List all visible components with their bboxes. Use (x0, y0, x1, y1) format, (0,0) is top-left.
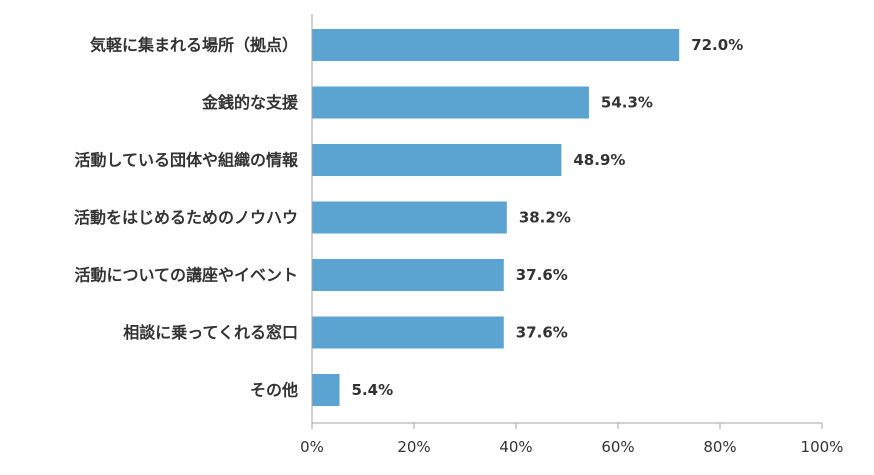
category-label: 活動している団体や組織の情報 (74, 151, 299, 170)
x-tick-label: 40% (499, 438, 532, 456)
category-label: 金銭的な支援 (201, 93, 299, 112)
bar (312, 259, 504, 291)
data-label: 38.2% (519, 209, 571, 227)
data-label: 72.0% (691, 36, 743, 54)
category-label: 活動をはじめるためのノウハウ (74, 208, 298, 227)
data-label: 48.9% (573, 151, 625, 169)
bar (312, 29, 680, 61)
bar (312, 201, 507, 234)
labels-layer: 気軽に集まれる場所（拠点） 72.0% 金銭的な支援 54.3% 活動している団体や組織… (74, 36, 743, 400)
x-tick-label: 60% (601, 438, 634, 456)
x-tick-label: 100% (801, 438, 844, 456)
x-tick-label: 80% (703, 438, 736, 456)
bar (312, 374, 340, 406)
data-label: 54.3% (601, 94, 653, 112)
x-tick-label: 20% (397, 438, 430, 456)
bars-layer (312, 29, 680, 406)
category-label: 活動についての講座やイベント (74, 266, 298, 285)
bar (312, 86, 589, 119)
bar (312, 316, 504, 349)
data-label: 37.6% (516, 266, 568, 284)
bar (312, 144, 562, 176)
axis-layer: 0% 20% 40% 60% 80% 100% (300, 14, 843, 456)
category-label: その他 (250, 381, 298, 400)
category-label: 気軽に集まれる場所（拠点） (90, 36, 298, 55)
x-tick-label: 0% (300, 438, 324, 456)
data-label: 37.6% (516, 324, 568, 342)
data-label: 5.4% (352, 381, 394, 399)
category-label: 相談に乗ってくれる窓口 (123, 323, 298, 342)
